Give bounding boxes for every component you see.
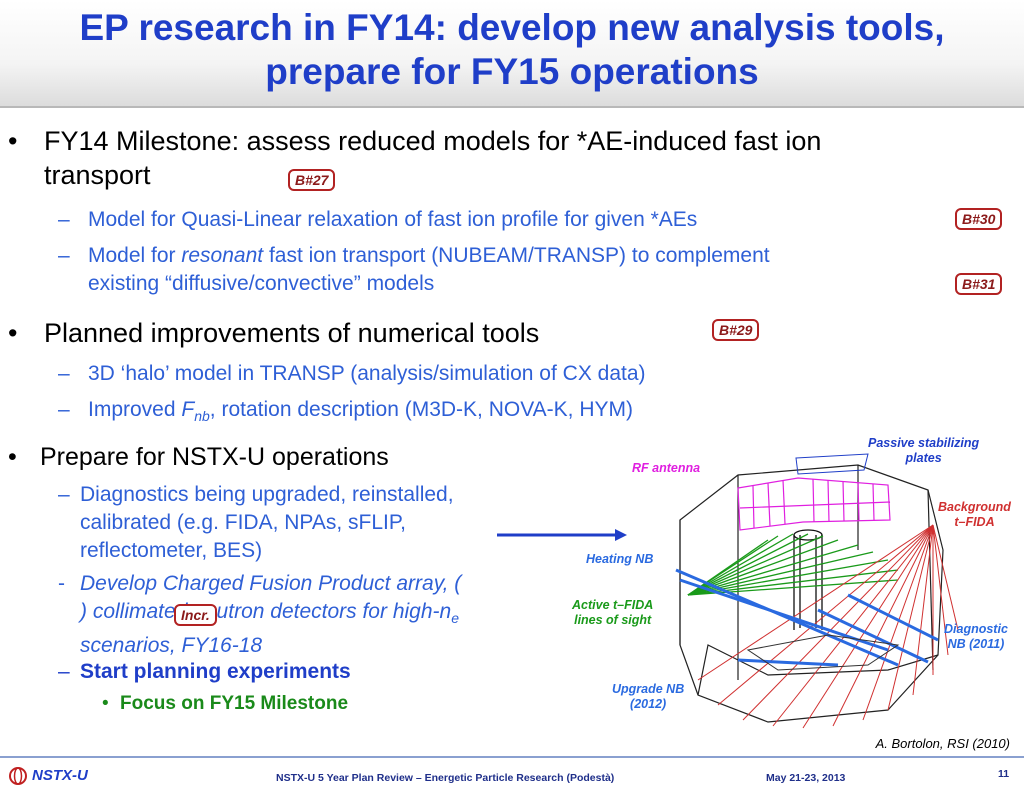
bullet-text: FY14 Milestone: assess reduced models fo… <box>44 126 822 156</box>
bullet-text-cont: transport <box>44 160 151 190</box>
label-active-fida: Active t–FIDA lines of sight <box>572 598 653 628</box>
label-line: (2012) <box>630 697 667 711</box>
label-upgrade-nb: Upgrade NB (2012) <box>612 682 684 712</box>
ref-tag-b27: B#27 <box>288 169 336 191</box>
text-emphasis: F <box>181 398 195 421</box>
dash-marker: – <box>58 398 70 421</box>
sub-bullet-quasi-linear: Model for Quasi-Linear relaxation of fas… <box>88 208 698 231</box>
text-part: existing “diffusive/convective” models <box>88 272 435 295</box>
sub-bullet-charged-fusion: Develop Charged Fusion Product array, ( … <box>80 570 461 660</box>
nstx-vessel-figure: RF antenna Passive stabilizing plates Ba… <box>568 430 1024 732</box>
label-heating-nb: Heating NB <box>586 552 654 566</box>
ref-tag-b31: B#31 <box>955 273 1003 295</box>
dash-marker: – <box>58 208 70 231</box>
footer: NSTX-U NSTX-U 5 Year Plan Review – Energ… <box>0 756 1024 793</box>
sub-bullet-halo-model: 3D ‘halo’ model in TRANSP (analysis/simu… <box>88 362 646 385</box>
bullet-numerical-tools: Planned improvements of numerical tools <box>44 318 540 348</box>
page-number: 11 <box>998 768 1010 780</box>
label-diagnostic-nb: Diagnostic NB (2011) <box>944 622 1008 652</box>
label-line: t–FIDA <box>954 515 995 529</box>
bullet-fy14-milestone: FY14 Milestone: assess reduced models fo… <box>44 124 821 192</box>
nstxu-logo: NSTX-U <box>8 766 108 788</box>
vessel-schematic <box>675 453 959 729</box>
bullet-marker: • <box>8 126 18 156</box>
text-part: reflectometer, BES) <box>80 539 263 562</box>
bullet-marker: • <box>102 693 109 714</box>
title-line-2: prepare for FY15 operations <box>265 51 759 92</box>
text-subscript: e <box>451 610 459 627</box>
text-part: Improved <box>88 398 182 421</box>
text-part: fast ion transport (NUBEAM/TRANSP) to co… <box>263 244 770 267</box>
ref-tag-b30: B#30 <box>955 208 1003 230</box>
ref-tag-incr: Incr. <box>174 604 217 626</box>
title-bar <box>0 0 1024 108</box>
label-line: Upgrade NB <box>612 682 685 696</box>
bullet-nstxu-operations: Prepare for NSTX-U operations <box>40 443 389 471</box>
pointer-arrow <box>497 529 627 541</box>
dash-marker: - <box>58 572 65 595</box>
sub-bullet-fnb-rotation: Improved Fnb, rotation description (M3D-… <box>88 396 633 430</box>
sub-bullet-diagnostics: Diagnostics being upgraded, reinstalled,… <box>80 481 454 565</box>
dash-marker: – <box>58 483 70 506</box>
ref-tag-b29: B#29 <box>712 319 760 341</box>
label-line: plates <box>905 451 942 465</box>
slide-title: EP research in FY14: develop new analysi… <box>0 6 1024 94</box>
figure-credit: A. Bortolon, RSI (2010) <box>875 736 1010 751</box>
text-part: , rotation description (M3D-K, NOVA-K, H… <box>209 398 634 421</box>
sub-bullet-resonant-transport: Model for resonant fast ion transport (N… <box>88 242 770 298</box>
label-line: Diagnostic <box>944 622 1008 636</box>
text-part: Develop Charged Fusion Product array, ( <box>80 572 462 595</box>
label-line: Passive stabilizing <box>868 436 980 450</box>
label-line: lines of sight <box>574 613 652 627</box>
text-part: ) collimated neutron detectors for high-… <box>80 600 452 623</box>
dash-marker: – <box>58 660 70 683</box>
label-rf-antenna: RF antenna <box>632 461 701 475</box>
sub-sub-bullet-fy15: Focus on FY15 Milestone <box>120 693 349 714</box>
text-part: Diagnostics being upgraded, reinstalled, <box>80 483 454 506</box>
footer-title: NSTX-U 5 Year Plan Review – Energetic Pa… <box>276 772 615 784</box>
dash-marker: – <box>58 244 70 267</box>
label-line: Background <box>938 500 1011 514</box>
text-emphasis: resonant <box>181 244 264 267</box>
footer-date: May 21-23, 2013 <box>766 772 846 784</box>
text-subscript: nb <box>194 408 210 425</box>
label-line: Active t–FIDA <box>572 598 654 612</box>
label-background-fida: Background t–FIDA <box>938 500 1011 530</box>
logo-text: NSTX-U <box>32 767 88 784</box>
dash-marker: – <box>58 362 70 385</box>
label-line: NB (2011) <box>947 637 1005 651</box>
bullet-marker: • <box>8 443 17 471</box>
nstxu-logo-icon <box>9 767 27 785</box>
text-part: calibrated (e.g. FIDA, NPAs, sFLIP, <box>80 511 407 534</box>
sub-bullet-start-planning: Start planning experiments <box>80 660 351 683</box>
title-line-1: EP research in FY14: develop new analysi… <box>79 7 945 48</box>
bullet-marker: • <box>8 318 18 348</box>
text-part: Model for <box>88 244 182 267</box>
text-part: scenarios, FY16-18 <box>80 634 263 658</box>
label-passive-plates: Passive stabilizing plates <box>868 436 979 466</box>
